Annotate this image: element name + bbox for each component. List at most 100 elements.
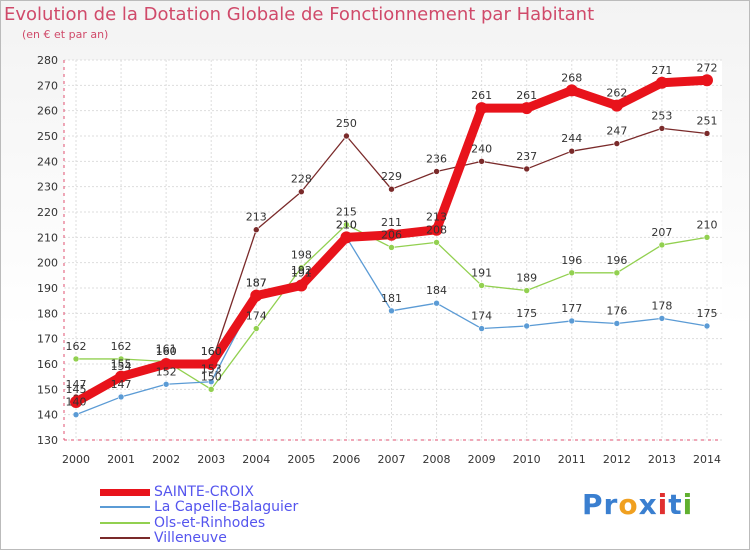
- data-point-1: [72, 411, 80, 418]
- data-label-1: 175: [696, 307, 717, 320]
- data-label-1: 140: [66, 396, 87, 409]
- data-point-1: [568, 317, 576, 325]
- legend-item-villeneuve[interactable]: Villeneuve: [100, 530, 227, 546]
- data-label-3: 244: [561, 132, 582, 145]
- data-point-0: [565, 84, 578, 97]
- data-label-0: 155: [111, 358, 132, 371]
- data-label-1: 187: [246, 277, 267, 290]
- data-label-0: 268: [561, 71, 582, 84]
- data-label-0: 160: [156, 345, 177, 358]
- data-point-2: [613, 269, 621, 277]
- y-tick-label: 210: [37, 231, 58, 244]
- y-tick-label: 170: [37, 333, 58, 346]
- data-label-3: 251: [696, 114, 717, 127]
- data-point-0: [250, 289, 263, 302]
- data-label-3: 247: [606, 125, 627, 138]
- data-point-2: [72, 355, 80, 363]
- data-point-3: [298, 188, 305, 196]
- data-label-0: 213: [426, 211, 447, 224]
- data-label-0: 160: [201, 345, 222, 358]
- data-point-1: [703, 322, 711, 330]
- data-point-2: [343, 221, 350, 228]
- x-tick-label: 2012: [603, 453, 631, 466]
- data-label-2: 162: [111, 340, 132, 353]
- data-point-3: [252, 226, 260, 234]
- data-label-3: 237: [516, 150, 537, 163]
- data-point-0: [115, 370, 128, 383]
- x-tick-label: 2007: [377, 453, 405, 466]
- data-point-1: [162, 380, 170, 388]
- data-point-0: [70, 396, 82, 408]
- data-point-1: [478, 325, 485, 332]
- y-tick-label: 250: [37, 130, 58, 143]
- legend-item-sainte-croix[interactable]: SAINTE-CROIX: [100, 484, 254, 500]
- y-tick-label: 280: [37, 54, 58, 67]
- legend-swatch-sainte-croix: [100, 488, 150, 496]
- data-label-2: 189: [516, 272, 537, 285]
- data-label-1: 152: [156, 365, 177, 378]
- data-label-1: 153: [201, 363, 222, 376]
- data-point-3: [433, 168, 440, 175]
- data-point-2: [117, 355, 125, 363]
- data-label-1: 177: [561, 302, 582, 315]
- x-tick-label: 2011: [558, 453, 586, 466]
- data-point-2: [207, 386, 215, 393]
- data-label-1: 192: [291, 264, 312, 277]
- data-point-0: [295, 279, 308, 292]
- y-tick-label: 200: [37, 257, 58, 270]
- data-point-0: [520, 102, 533, 115]
- data-label-1: 175: [516, 307, 537, 320]
- y-tick-label: 260: [37, 105, 58, 118]
- data-label-2: 208: [426, 223, 447, 236]
- chart-subtitle: (en € et par an): [22, 28, 109, 41]
- legend-item-la-capelle-balaguier[interactable]: La Capelle-Balaguier: [100, 499, 298, 515]
- data-point-3: [703, 130, 711, 137]
- data-label-2: 215: [336, 206, 357, 219]
- legend-label: La Capelle-Balaguier: [154, 499, 299, 515]
- data-label-3: 236: [426, 152, 447, 165]
- data-label-0: 191: [291, 266, 312, 279]
- data-point-1: [388, 307, 395, 315]
- data-label-3: 250: [336, 117, 357, 130]
- data-point-1: [613, 320, 621, 327]
- data-label-2: 161: [156, 342, 177, 355]
- data-point-2: [703, 234, 711, 241]
- data-label-3: 253: [651, 109, 672, 122]
- data-point-2: [568, 269, 576, 277]
- data-point-3: [613, 140, 621, 147]
- data-label-1: 178: [651, 299, 672, 312]
- y-tick-label: 160: [37, 358, 58, 371]
- data-point-0: [340, 231, 353, 244]
- logo-letter: x: [638, 488, 658, 521]
- x-tick-label: 2010: [513, 453, 541, 466]
- data-label-1: 184: [426, 284, 447, 297]
- legend-swatch-ols-et-rinhodes: [100, 522, 150, 524]
- data-label-1: 174: [471, 310, 492, 323]
- y-tick-label: 180: [37, 307, 58, 320]
- data-point-1: [433, 299, 440, 307]
- x-tick-label: 2004: [242, 453, 270, 466]
- data-point-1: [658, 315, 666, 322]
- data-label-2: 191: [471, 266, 492, 279]
- data-point-3: [658, 125, 666, 132]
- data-point-2: [478, 282, 485, 289]
- x-tick-label: 2001: [107, 453, 135, 466]
- data-label-2: 150: [201, 370, 222, 383]
- data-label-2: 198: [291, 249, 312, 262]
- data-point-3: [568, 147, 576, 155]
- data-label-3: 147: [66, 378, 87, 391]
- y-tick-label: 230: [37, 181, 58, 194]
- data-label-2: 162: [66, 340, 87, 353]
- data-label-0: 272: [696, 61, 717, 74]
- data-label-3: 213: [246, 211, 267, 224]
- chart-title: Evolution de la Dotation Globale de Fonc…: [4, 4, 595, 25]
- data-label-3: 154: [111, 360, 132, 373]
- data-label-0: 262: [606, 87, 627, 100]
- data-label-2: 196: [606, 254, 627, 267]
- logo-letter: o: [618, 488, 639, 521]
- data-label-3: 160: [201, 345, 222, 358]
- legend-item-ols-et-rinhodes[interactable]: Ols-et-Rinhodes: [100, 515, 265, 531]
- data-point-3: [388, 185, 395, 193]
- data-label-3: 228: [291, 173, 312, 186]
- data-point-0: [610, 99, 623, 112]
